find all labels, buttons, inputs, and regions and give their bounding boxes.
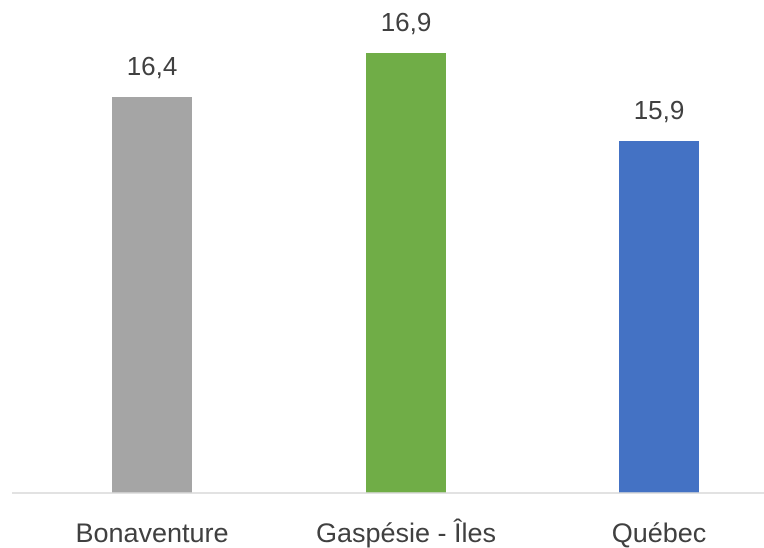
value-label-1: 16,9: [381, 7, 432, 37]
bars-layer: [112, 53, 699, 493]
category-label-2: Québec: [612, 518, 707, 548]
category-labels-layer: Bonaventure Gaspésie - Îles Québec: [75, 517, 706, 548]
value-labels-layer: 16,4 16,9 15,9: [127, 7, 685, 125]
bar-0: [112, 97, 192, 493]
category-label-0: Bonaventure: [75, 518, 228, 548]
value-label-2: 15,9: [634, 95, 685, 125]
bar-2: [619, 141, 699, 493]
category-label-1: Gaspésie - Îles: [316, 517, 496, 548]
value-label-0: 16,4: [127, 51, 178, 81]
bar-1: [366, 53, 446, 493]
